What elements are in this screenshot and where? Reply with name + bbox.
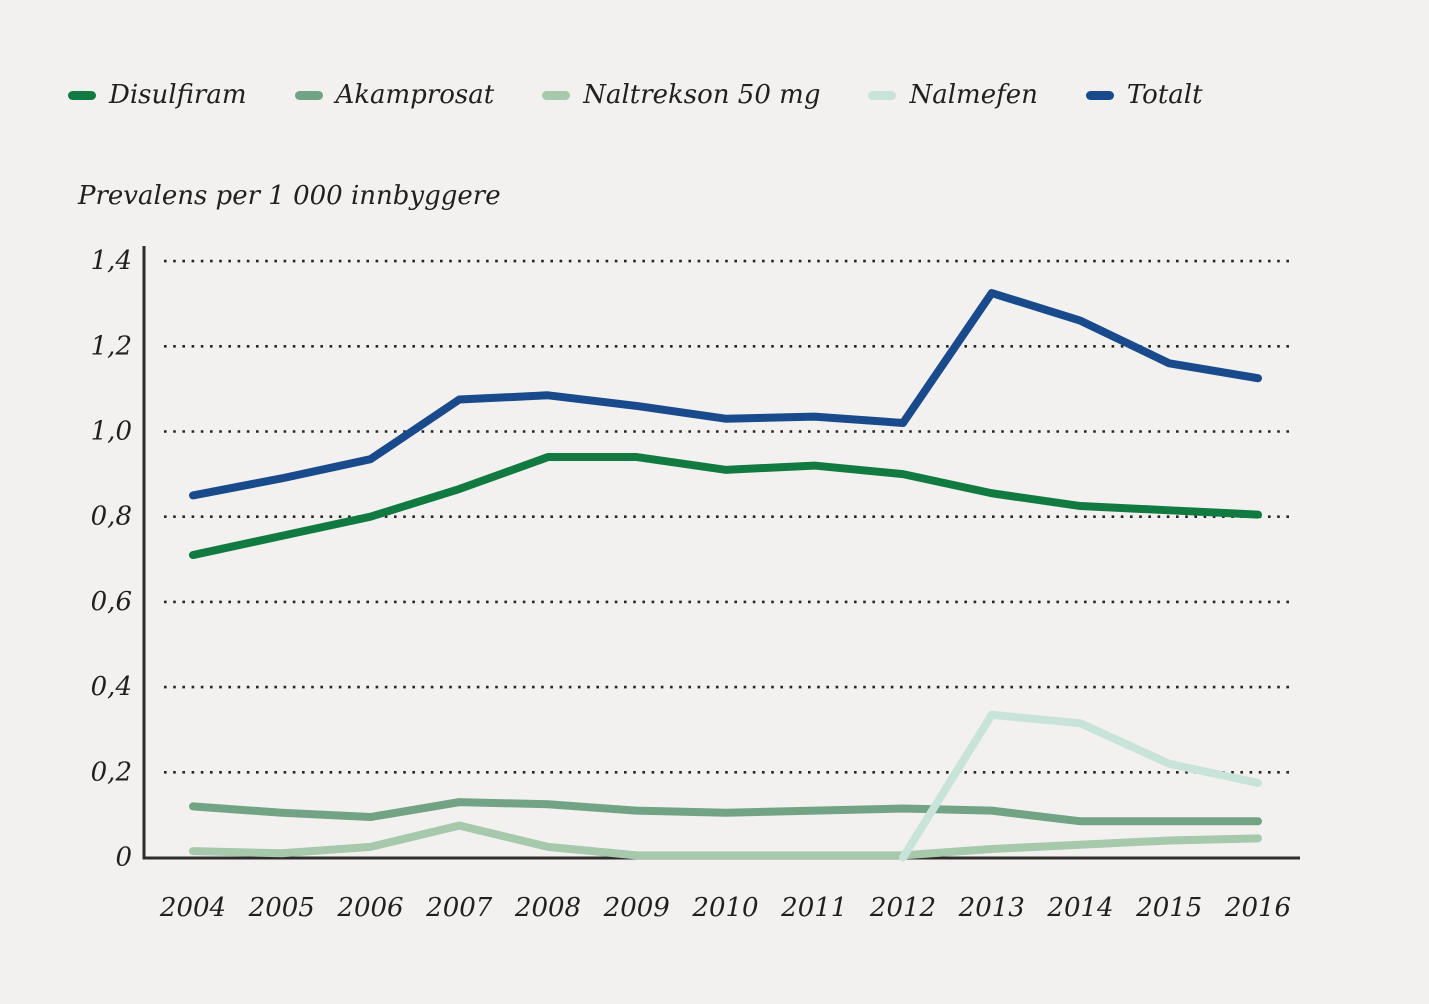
x-tick-label: 2012 (869, 893, 936, 923)
y-tick-label: 1,4 (91, 246, 132, 276)
series-line-naltrekson-50-mg (189, 821, 1262, 860)
x-tick-label: 2013 (958, 893, 1025, 923)
y-tick-label: 0,4 (91, 672, 132, 702)
legend-label: Naltrekson 50 mg (583, 80, 821, 110)
legend-label: Disulfiram (109, 80, 247, 110)
series-line-akamprosat (189, 798, 1262, 826)
legend-label: Nalmefen (909, 80, 1038, 110)
series-line-disulfiram (189, 453, 1262, 560)
legend-swatch-icon (868, 90, 897, 100)
series-line-totalt (189, 289, 1262, 500)
y-tick-label: 1,2 (91, 331, 132, 361)
x-tick-label: 2014 (1046, 893, 1113, 923)
chart-legend: Disulfiram Akamprosat Naltrekson 50 mg Nalm… (68, 82, 1203, 108)
y-tick-label: 0,8 (91, 502, 132, 532)
x-tick-label: 2011 (780, 893, 847, 923)
chart-title: Prevalens per 1 000 innbyggere (78, 181, 501, 211)
y-tick-label: 1,0 (91, 417, 132, 447)
legend-swatch-icon (1085, 90, 1114, 100)
x-tick-label: 2010 (691, 893, 758, 923)
y-tick-label: 0,2 (91, 757, 132, 787)
legend-label: Totalt (1126, 80, 1203, 110)
x-tick-label: 2006 (336, 893, 403, 923)
y-tick-label: 0 (115, 843, 132, 873)
series-line-nalmefen (899, 710, 1262, 862)
x-tick-label: 2008 (514, 893, 581, 923)
x-tick-label: 2007 (425, 893, 493, 923)
legend-item-nalmefen: Nalmefen (868, 80, 1038, 110)
x-tick-label: 2005 (248, 893, 315, 923)
x-tick-label: 2009 (603, 893, 670, 923)
legend-swatch-icon (68, 90, 96, 100)
x-tick-label: 2016 (1224, 893, 1291, 923)
y-tick-label: 0,6 (91, 587, 132, 617)
legend-label: Akamprosat (335, 80, 495, 110)
legend-swatch-icon (542, 90, 571, 100)
legend-item-disulfiram: Disulfiram (68, 82, 247, 108)
legend-item-naltrekson-50-mg: Naltrekson 50 mg (542, 82, 820, 108)
x-tick-label: 2015 (1135, 893, 1202, 923)
legend-item-akamprosat: Akamprosat (294, 80, 495, 110)
legend-swatch-icon (294, 90, 323, 100)
legend-item-totalt: Totalt (1085, 80, 1203, 110)
x-tick-label: 2004 (159, 893, 226, 923)
